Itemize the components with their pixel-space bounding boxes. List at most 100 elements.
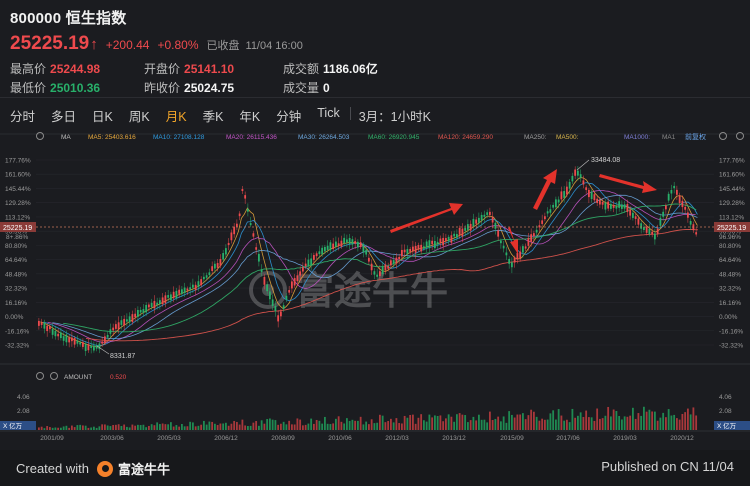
volume-bar [84, 425, 87, 430]
volume-bar [167, 424, 170, 430]
x-date-label: 2015/09 [500, 435, 524, 442]
candle-body [73, 338, 76, 345]
tab-multi-day[interactable]: 多日 [51, 110, 77, 124]
volume-bar [62, 426, 65, 430]
volume-bar [197, 425, 200, 430]
volume-bar [645, 411, 648, 430]
volume-bar [566, 419, 568, 430]
candle-body [62, 336, 65, 341]
candle-body [612, 204, 615, 208]
ma-item: MA5: 25403.616 [88, 134, 136, 141]
candle-body [310, 258, 313, 266]
volume-bar [615, 410, 618, 430]
zoom-out-icon[interactable] [736, 132, 744, 140]
candle-body [186, 288, 189, 291]
candle-body [54, 330, 57, 337]
volume-settings-icon[interactable] [36, 372, 44, 380]
y-tick-right: 177.76% [719, 158, 745, 165]
volume-bar [65, 425, 68, 430]
candle-body [142, 309, 145, 314]
y-tick-left: -16.16% [5, 328, 29, 335]
candle-body [629, 210, 632, 216]
volume-bar [684, 412, 687, 430]
candle-body [461, 228, 464, 237]
tab-minute[interactable]: 分钟 [276, 110, 302, 124]
volume-bar [436, 415, 439, 430]
tab-yearly-k[interactable]: 年K [239, 110, 261, 124]
tab-daily-k[interactable]: 日K [92, 110, 113, 124]
volume-bar [590, 417, 593, 430]
footer: Created with 富途牛牛 Published on CN 11/04 [0, 450, 750, 486]
candle-body [192, 284, 194, 288]
candle-body [307, 259, 310, 267]
candle-body [299, 271, 302, 276]
stat-volume: 成交量 0 [283, 81, 330, 95]
tab-tick[interactable]: Tick [317, 106, 340, 120]
current-pct-left: 8+.86% [6, 234, 28, 241]
ma-settings-icon[interactable] [36, 132, 44, 140]
candle-body [117, 322, 120, 330]
volume-bar [109, 426, 112, 430]
candle-body [549, 209, 552, 213]
period-tabs: 分时 多日 日K 周K 月K 季K 年K 分钟 Tick 3月：1小时K [10, 106, 447, 125]
candle-body [178, 289, 181, 294]
candle-body [214, 263, 216, 269]
candle-body [302, 267, 304, 272]
volume-bar [425, 421, 428, 430]
volume-bar [445, 418, 447, 430]
volume-bar [348, 420, 351, 430]
volume-bar [90, 427, 93, 430]
volume-bar [585, 410, 588, 430]
tab-monthly-k[interactable]: 月K [165, 110, 187, 124]
volume-bar [189, 421, 192, 430]
volume-bar [299, 419, 302, 430]
volume-bar [304, 424, 307, 430]
candle-body [238, 213, 241, 217]
zoom-in-icon[interactable] [719, 132, 727, 140]
candle-body [390, 260, 392, 266]
ma-item: MA500: [556, 134, 579, 141]
volume-bar [57, 427, 60, 430]
tab-weekly-k[interactable]: 周K [128, 110, 150, 124]
volume-bar [153, 425, 156, 430]
candle-body [46, 325, 49, 332]
candle-body [274, 305, 277, 312]
y-tick-right: 64.64% [719, 257, 741, 264]
ma-item: MA120: 24659.290 [438, 134, 493, 141]
volume-bar [414, 423, 417, 430]
candle-body [428, 240, 431, 249]
candle-body [409, 248, 412, 252]
candle-body [343, 237, 346, 244]
volume-close-icon[interactable] [50, 372, 58, 380]
volume-tick-mid-left: 2.08 [17, 408, 30, 415]
candle-body [126, 319, 128, 322]
volume-bar [49, 427, 51, 430]
moving-average-line [47, 190, 696, 343]
kline-chart[interactable]: MA MA5: 25403.616 MA10: 27108.128 MA20: 26… [0, 126, 750, 448]
stat-high: 最高价 25244.98 [10, 62, 101, 76]
volume-bar [68, 427, 71, 430]
candle-body [392, 260, 395, 264]
tab-quarterly-k[interactable]: 季K [202, 110, 224, 124]
x-date-label: 2013/12 [442, 435, 466, 442]
candle-body [434, 240, 436, 249]
candle-body [519, 251, 522, 259]
tab-3m-hourly-k[interactable]: 3月：1小时K [358, 110, 431, 124]
volume-bar [439, 415, 442, 430]
candle-body [49, 326, 51, 330]
candle-body [557, 199, 560, 203]
volume-unit-left: X 亿万 [3, 421, 23, 430]
candle-body [40, 322, 43, 325]
volume-bar [258, 425, 260, 430]
volume-bar [387, 421, 390, 430]
volume-bar [612, 409, 615, 430]
volume-bar [296, 418, 299, 430]
volume-bar [571, 408, 574, 430]
candle-body [546, 211, 549, 214]
tab-intraday[interactable]: 分时 [10, 110, 36, 124]
candle-body [417, 245, 420, 250]
candle-body [376, 274, 379, 277]
arrow-annotation-3 [533, 169, 557, 210]
candle-body [489, 211, 491, 215]
adjust-label[interactable]: 前复权 [685, 132, 706, 141]
